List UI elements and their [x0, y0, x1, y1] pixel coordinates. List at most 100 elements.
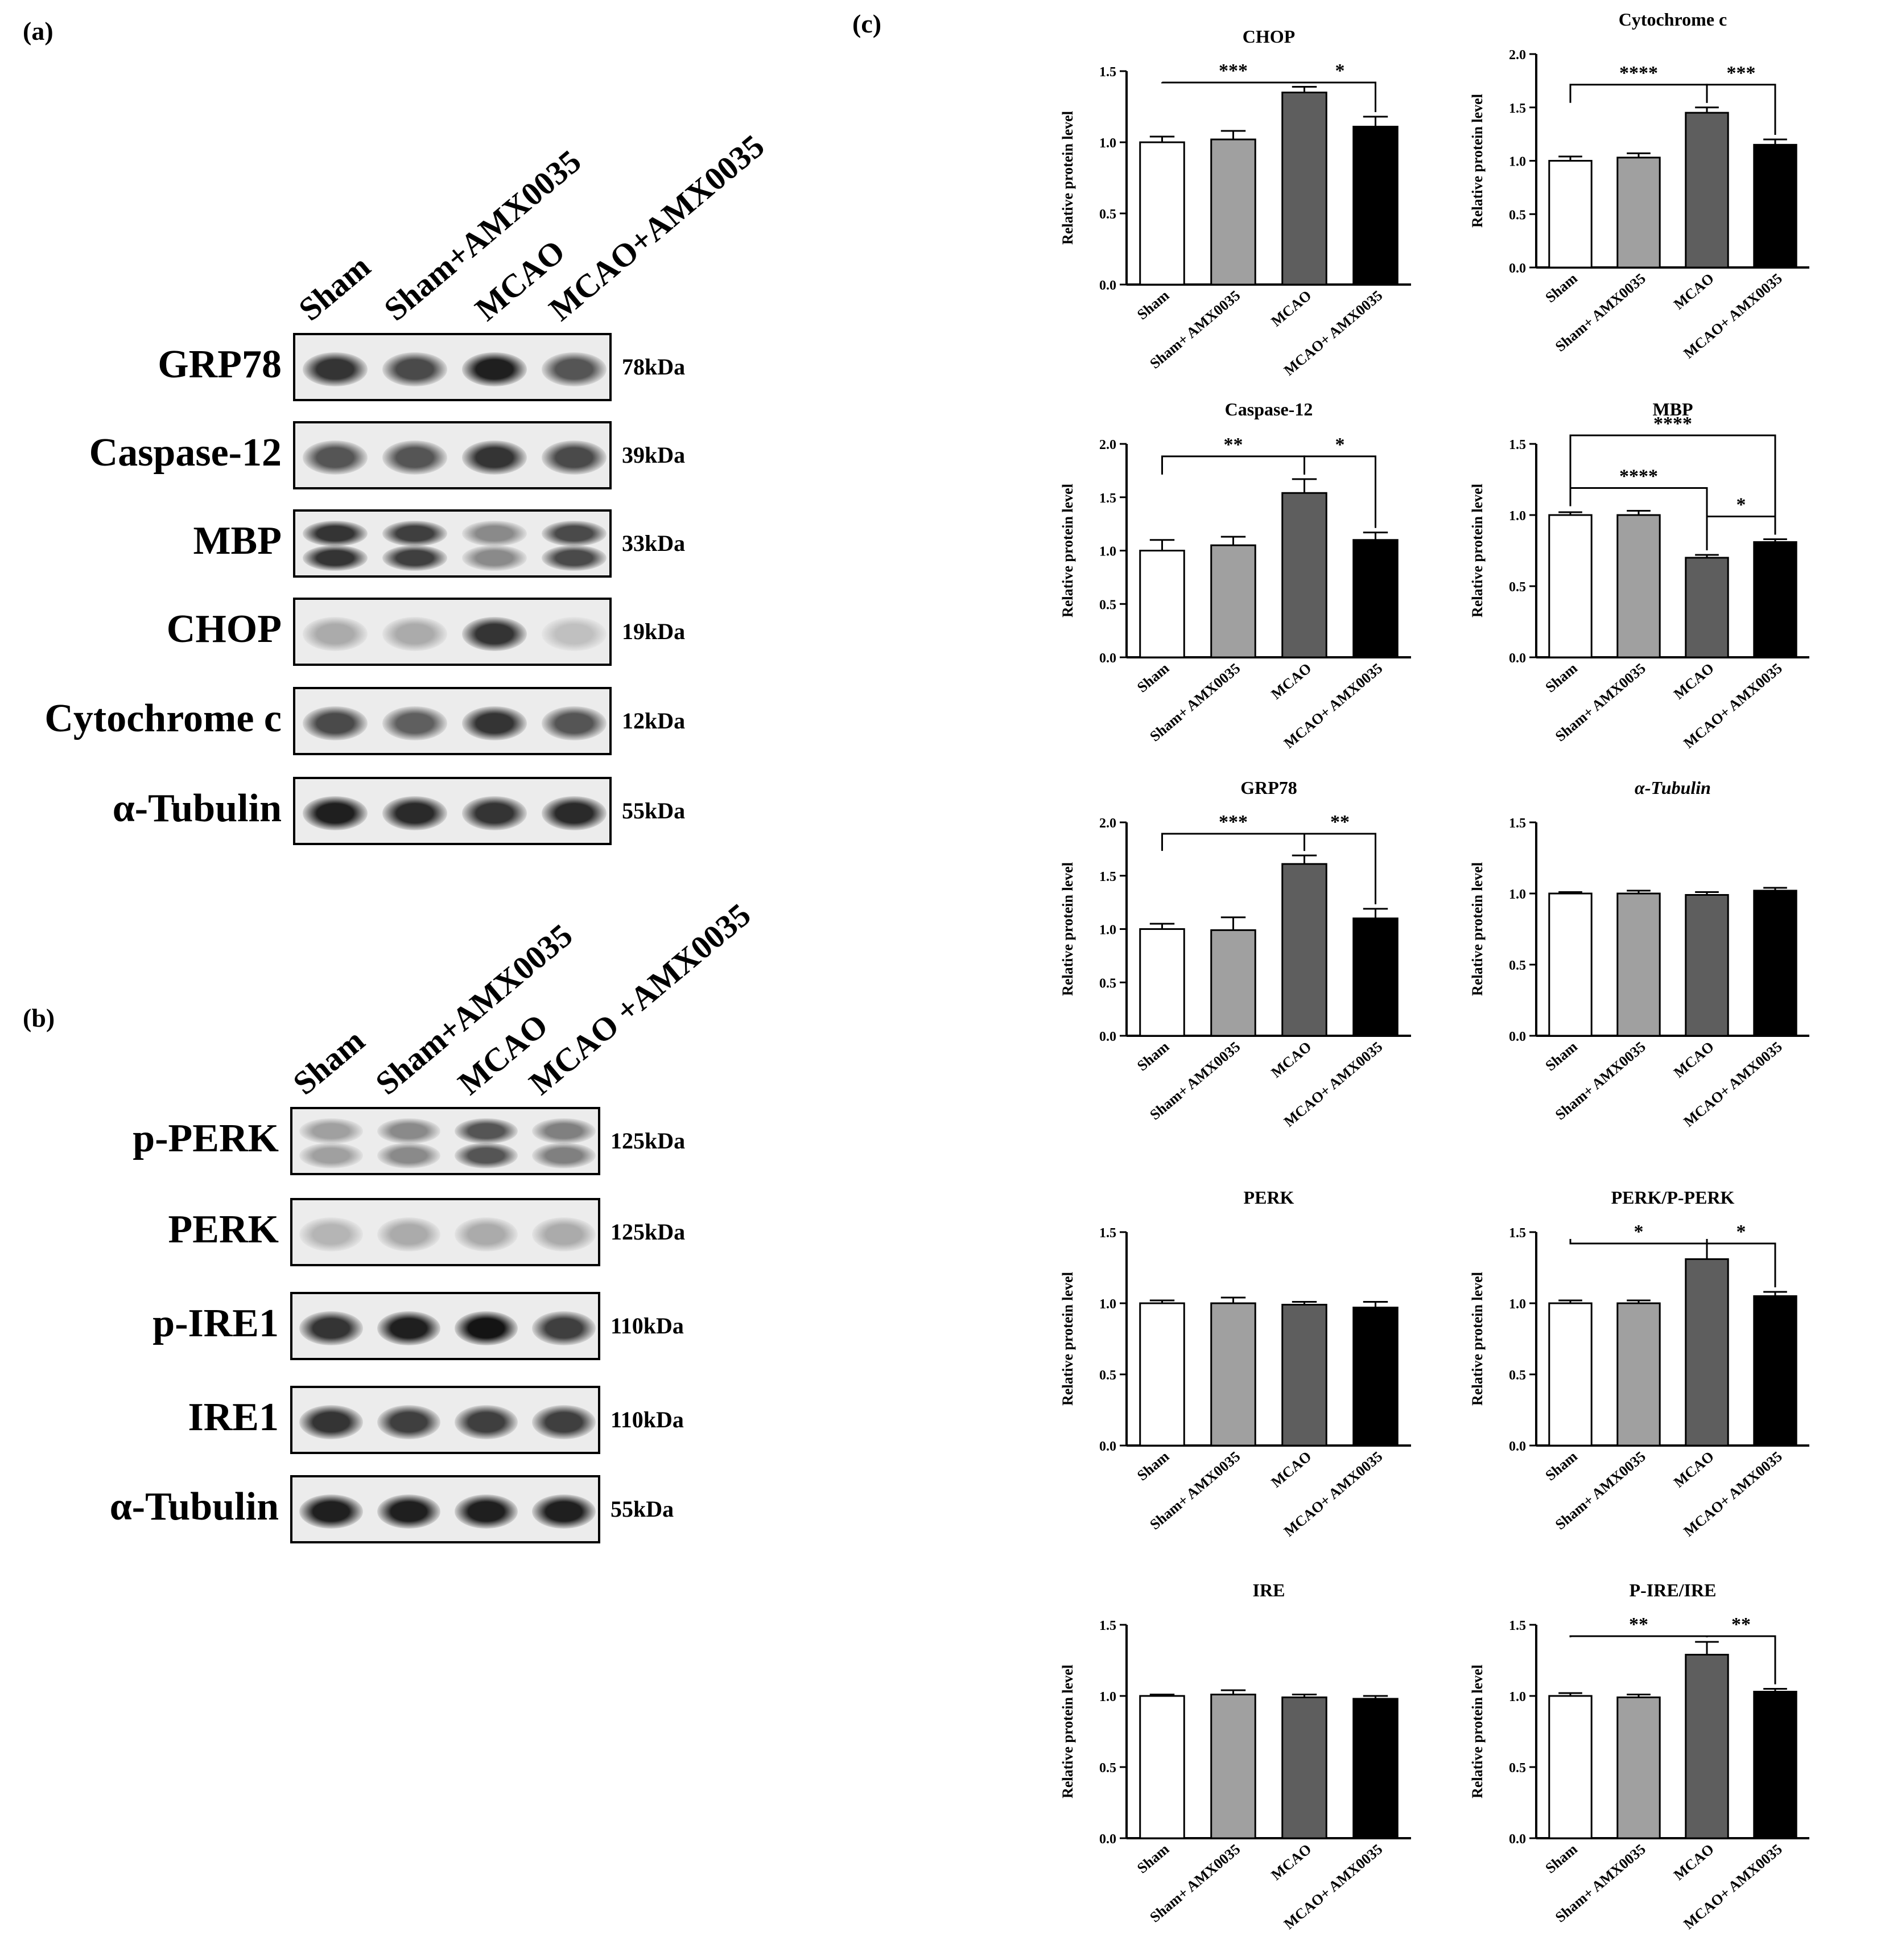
significance-bracket	[1706, 84, 1776, 135]
bar-0	[1139, 928, 1185, 1037]
band-b-3-3	[532, 1405, 596, 1439]
band-b-1-1	[377, 1217, 441, 1251]
y-tick-label: 0.0	[1099, 651, 1116, 666]
significance-bracket	[1706, 1635, 1776, 1685]
chart-title: α-Tubulin	[1635, 777, 1711, 798]
x-tick-label: Sham	[1542, 270, 1581, 306]
y-tick-label: 1.0	[1509, 155, 1526, 170]
y-tick-label: 0.0	[1509, 1030, 1526, 1044]
bar-3	[1753, 890, 1797, 1037]
band-b-0-3-b	[532, 1142, 596, 1169]
y-tick-label: 2.0	[1509, 48, 1526, 63]
y-tick-label: 1.0	[1509, 1297, 1526, 1312]
bar-0	[1139, 141, 1185, 286]
bar-0	[1139, 1695, 1185, 1839]
chart-title: GRP78	[1240, 777, 1297, 798]
bar-0	[1548, 892, 1593, 1037]
band-a-4-2	[461, 706, 527, 740]
x-tick-label: Sham	[1134, 1448, 1173, 1484]
band-b-0-2-b	[454, 1142, 518, 1169]
y-tick-label: 1.0	[1099, 1690, 1116, 1704]
y-tick-label: 0.0	[1509, 261, 1526, 276]
chart-8: IRE Relative protein level 0.0 0.5 1.0 1.5 Sha…	[1059, 1580, 1411, 1933]
band-a-5-3	[541, 796, 607, 830]
significance-label: ****	[1619, 63, 1658, 84]
blot-strip-b-1	[290, 1198, 600, 1266]
bar-1	[1210, 544, 1256, 658]
significance-label: ****	[1619, 466, 1658, 487]
bar-2	[1685, 112, 1729, 269]
bar-3	[1352, 1698, 1399, 1839]
chart-title: Cytochrome c	[1619, 9, 1727, 30]
band-a-3-2	[461, 617, 527, 651]
kda-label-b-1: 125kDa	[611, 1219, 686, 1245]
bar-3	[1753, 541, 1797, 658]
significance-label: *	[1736, 1221, 1746, 1242]
y-tick-label: 2.0	[1099, 816, 1116, 831]
bar-1	[1616, 157, 1661, 269]
band-b-1-3	[532, 1217, 596, 1251]
blot-strip-a-2	[293, 509, 612, 578]
bar-0	[1548, 514, 1593, 658]
significance-bracket	[1569, 84, 1708, 103]
bar-2	[1685, 1258, 1729, 1447]
band-b-4-0	[299, 1494, 363, 1529]
band-a-2-1-b	[382, 545, 448, 571]
y-tick-label: 0.0	[1099, 278, 1116, 293]
significance-label: **	[1330, 812, 1350, 833]
x-tick-label: MCAO	[1268, 1038, 1315, 1081]
kda-label-a-5: 55kDa	[622, 798, 686, 823]
y-axis-label: Relative protein level	[1469, 1272, 1486, 1406]
band-a-3-1	[382, 617, 448, 651]
x-tick-label: Sham	[1542, 660, 1581, 695]
x-tick-label: MCAO	[1268, 1840, 1315, 1883]
band-a-0-3	[541, 352, 607, 386]
bar-0	[1548, 1695, 1593, 1839]
bar-1	[1616, 514, 1661, 658]
chart-4: GRP78 Relative protein level 0.0 0.5 1.0 1.5 2…	[1059, 777, 1411, 1130]
significance-bracket	[1706, 516, 1776, 535]
band-b-4-3	[532, 1494, 596, 1529]
x-tick-label: Sham	[1134, 287, 1173, 323]
chart-title: MBP	[1652, 399, 1693, 419]
y-tick-label: 1.5	[1509, 101, 1526, 116]
chart-title: PERK/P-PERK	[1611, 1187, 1735, 1208]
band-a-4-1	[382, 706, 448, 740]
bar-3	[1352, 1307, 1399, 1447]
y-tick-label: 1.5	[1099, 65, 1116, 80]
significance-bracket	[1161, 455, 1305, 475]
blot-strip-a-3	[293, 598, 612, 666]
chart-0: CHOP Relative protein level 0.0 0.5 1.0 1.5 Sh…	[1059, 26, 1411, 379]
band-a-0-1	[382, 352, 448, 386]
band-a-0-2	[461, 352, 527, 386]
blot-strip-b-2	[290, 1292, 600, 1360]
bar-0	[1548, 160, 1593, 269]
protein-label-b-3: IRE1	[188, 1395, 279, 1439]
y-tick-label: 0.5	[1099, 598, 1116, 612]
band-a-2-3-a	[541, 520, 607, 547]
x-tick-label: MCAO	[1670, 1448, 1717, 1490]
x-tick-label: MCAO	[1670, 1038, 1717, 1081]
bar-0	[1139, 550, 1185, 658]
y-axis-label: Relative protein level	[1469, 484, 1486, 617]
y-tick-label: 0.5	[1099, 207, 1116, 222]
bar-2	[1281, 1304, 1327, 1447]
band-a-0-0	[302, 352, 368, 386]
band-b-1-2	[454, 1217, 518, 1251]
band-b-2-1	[377, 1311, 441, 1345]
kda-label-b-2: 110kDa	[611, 1313, 684, 1339]
y-tick-label: 0.5	[1099, 1761, 1116, 1776]
x-tick-label: Sham	[1134, 1038, 1173, 1074]
significance-label: **	[1629, 1614, 1648, 1635]
significance-bracket	[1706, 1239, 1776, 1287]
band-a-2-2-a	[461, 520, 527, 547]
chart-title: IRE	[1253, 1580, 1285, 1600]
bar-2	[1685, 894, 1729, 1037]
significance-label: **	[1731, 1614, 1751, 1635]
kda-label-a-0: 78kDa	[622, 354, 686, 380]
chart-title: Caspase-12	[1225, 399, 1313, 419]
protein-label-a-3: CHOP	[166, 607, 282, 651]
band-a-4-0	[302, 706, 368, 740]
significance-label: *	[1335, 434, 1345, 455]
